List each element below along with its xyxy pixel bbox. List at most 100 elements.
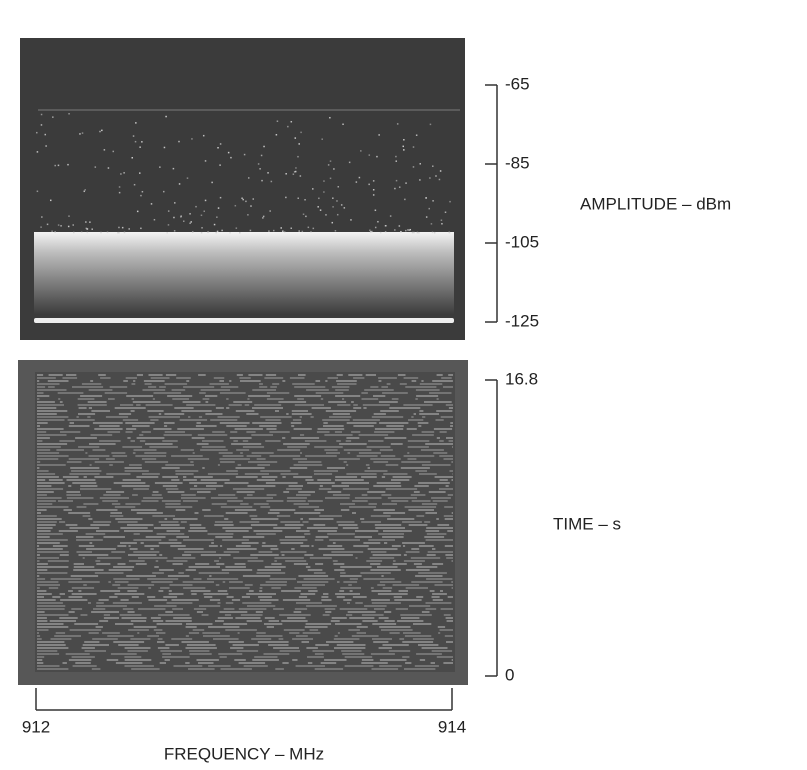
speckle [331, 221, 334, 224]
speckle [121, 226, 124, 229]
speckle [312, 188, 314, 190]
speckle [217, 207, 220, 209]
speckle [106, 231, 109, 234]
speckle [336, 213, 339, 216]
speckle [378, 134, 380, 136]
speckle [419, 163, 421, 165]
speckle [332, 206, 334, 208]
speckle [118, 191, 121, 194]
speckle [407, 229, 409, 231]
y-axis-label: AMPLITUDE – dBm [580, 194, 731, 213]
speckle [449, 200, 451, 203]
speckle [379, 231, 382, 234]
speckle [54, 164, 56, 167]
speckle [216, 230, 219, 233]
speckle [239, 231, 241, 234]
speckle [219, 164, 221, 166]
speckle [395, 160, 398, 162]
speckle [396, 123, 399, 125]
speckle [262, 215, 265, 218]
x-tick-label: 914 [438, 717, 466, 736]
speckle [103, 149, 106, 151]
speckle [183, 220, 185, 222]
speckle [298, 143, 300, 145]
speckle [139, 146, 141, 148]
speckle [405, 182, 407, 184]
speckle [166, 231, 168, 234]
speckle [73, 231, 75, 234]
speckle [112, 150, 115, 153]
speckle [285, 173, 287, 175]
speckle [301, 230, 304, 233]
speckle [52, 116, 54, 118]
speckle [358, 176, 361, 179]
speckle [408, 229, 411, 231]
speckle [230, 156, 232, 159]
speckle [304, 198, 306, 201]
speckle [189, 213, 191, 215]
speckle [270, 180, 273, 183]
speckle [404, 198, 406, 201]
speckle [283, 231, 286, 233]
speckle [337, 186, 340, 188]
speckle [295, 167, 297, 169]
speckle [128, 228, 130, 230]
speckle [211, 181, 213, 184]
speckle [394, 187, 396, 190]
speckle [118, 186, 121, 188]
speckle [355, 181, 358, 183]
speckle [44, 133, 47, 136]
speckle [249, 229, 252, 232]
speckle [140, 227, 142, 230]
speckle [329, 160, 332, 162]
speckle [395, 155, 397, 158]
speckle [178, 140, 180, 143]
speckle [384, 231, 387, 233]
speckle [229, 231, 231, 234]
speckle [141, 190, 144, 193]
y-tick-label: -65 [505, 74, 530, 93]
speckle [292, 173, 295, 175]
speckle [395, 179, 398, 182]
speckle [321, 138, 323, 140]
speckle [257, 163, 260, 165]
speckle [84, 189, 86, 191]
speckle [123, 172, 125, 174]
speckle [412, 146, 415, 148]
speckle [267, 172, 269, 174]
speckle [412, 166, 415, 168]
speckle [54, 231, 56, 233]
speckle [101, 129, 103, 132]
speckle [81, 132, 84, 134]
speckle [374, 226, 377, 229]
speckle [191, 231, 194, 233]
speckle [268, 230, 270, 232]
speckle [36, 151, 39, 153]
speckle [431, 231, 434, 234]
speckle [180, 215, 182, 217]
speckle [372, 180, 375, 182]
speckle [325, 214, 327, 216]
speckle [413, 231, 415, 234]
speckle [429, 177, 431, 179]
speckle [310, 231, 312, 233]
speckle [287, 125, 289, 128]
speckles [36, 112, 451, 234]
speckle [263, 145, 265, 148]
speckle [369, 231, 372, 233]
speckle [123, 231, 126, 234]
baseline [34, 318, 454, 323]
speckle [202, 134, 205, 137]
speckle [348, 161, 351, 164]
speckle [173, 216, 175, 219]
speckle [139, 172, 141, 174]
speckle [285, 196, 287, 199]
speckle [294, 170, 297, 173]
speckle [201, 227, 203, 229]
speckle [261, 179, 263, 182]
speckle [200, 231, 203, 234]
speckle [269, 210, 271, 212]
speckle [376, 155, 378, 158]
speckle [117, 231, 119, 234]
speckle [334, 230, 337, 232]
